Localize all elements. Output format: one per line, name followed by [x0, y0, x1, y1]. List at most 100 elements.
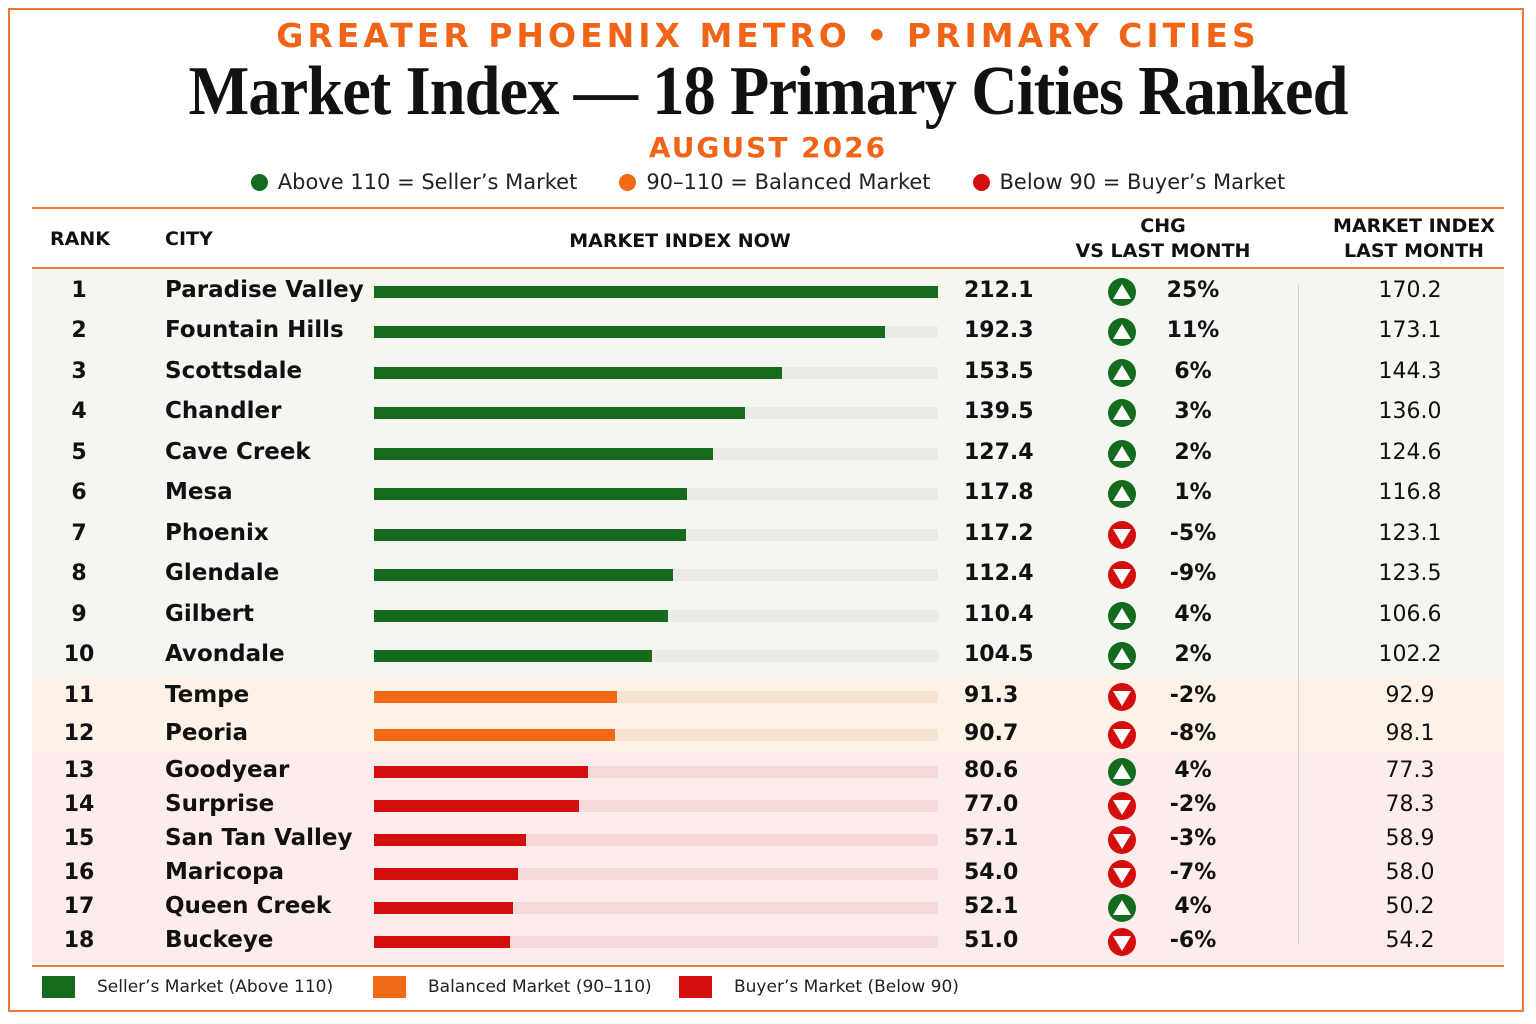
up-arrow-icon: [1107, 398, 1137, 428]
index-value: 192.3: [964, 318, 1034, 343]
legend-item-seller: Seller’s Market (Above 110): [42, 976, 333, 998]
col-header-last-line1: MARKET INDEX: [1333, 215, 1495, 237]
change-pct: 2%: [1174, 440, 1212, 465]
rank-cell: 11: [63, 683, 95, 708]
key-label: Below 90 = Buyer’s Market: [999, 170, 1286, 194]
bar: [374, 286, 938, 298]
change-pct: -8%: [1169, 721, 1217, 746]
index-value: 52.1: [964, 894, 1019, 919]
col-header-last-line2: LAST MONTH: [1344, 240, 1484, 262]
col-header-chg-line2: VS LAST MONTH: [1075, 240, 1251, 262]
index-value: 117.2: [964, 521, 1034, 546]
index-value: 77.0: [964, 792, 1019, 817]
bar-track: [374, 691, 938, 703]
bar-track: [374, 448, 938, 460]
balanced-dot-icon: [619, 173, 637, 191]
bar-track: [374, 766, 938, 778]
up-arrow-icon: [1107, 439, 1137, 469]
rank-cell: 13: [63, 758, 95, 783]
city-cell: Surprise: [165, 791, 275, 817]
key-item-seller: Above 110 = Seller’s Market: [250, 170, 577, 194]
last-month-value: 50.2: [1385, 894, 1435, 919]
city-cell: Maricopa: [165, 859, 285, 885]
legend-label: Balanced Market (90–110): [428, 977, 652, 997]
rank-cell: 7: [71, 521, 87, 546]
balanced-swatch-icon: [373, 976, 406, 998]
chart-subtitle: AUGUST 2026: [648, 131, 888, 164]
down-arrow-icon: [1107, 927, 1137, 957]
up-arrow-icon: [1107, 358, 1137, 388]
bar: [374, 766, 589, 778]
bar: [374, 569, 673, 581]
bar: [374, 834, 526, 846]
index-value: 54.0: [964, 860, 1019, 885]
buyer-dot-icon: [972, 173, 990, 191]
legend: Seller’s Market (Above 110) Balanced Mar…: [0, 976, 1536, 1004]
bar: [374, 691, 617, 703]
bar-track: [374, 286, 938, 298]
key-item-buyer: Below 90 = Buyer’s Market: [972, 170, 1286, 194]
legend-item-buyer: Buyer’s Market (Below 90): [679, 976, 959, 998]
bar-track: [374, 936, 938, 948]
city-cell: Glendale: [165, 560, 280, 586]
city-cell: Goodyear: [165, 757, 290, 783]
last-month-value: 124.6: [1378, 440, 1442, 465]
down-arrow-icon: [1107, 859, 1137, 889]
index-value: 117.8: [964, 480, 1034, 505]
bar: [374, 729, 616, 741]
bar: [374, 902, 513, 914]
last-month-value: 102.2: [1378, 642, 1442, 667]
col-header-city: CITY: [165, 228, 213, 250]
rank-cell: 5: [71, 440, 87, 465]
last-month-value: 54.2: [1385, 928, 1435, 953]
change-pct: 25%: [1166, 278, 1220, 303]
bar: [374, 448, 713, 460]
change-pct: 4%: [1174, 758, 1212, 783]
rank-cell: 15: [63, 826, 95, 851]
rank-cell: 17: [63, 894, 95, 919]
rank-cell: 1: [71, 278, 87, 303]
rank-cell: 8: [71, 561, 87, 586]
last-month-value: 78.3: [1385, 792, 1435, 817]
up-arrow-icon: [1107, 757, 1137, 787]
bar-track: [374, 407, 938, 419]
outer-frame: [8, 8, 1524, 1012]
change-pct: 4%: [1174, 602, 1212, 627]
change-pct: 11%: [1166, 318, 1220, 343]
index-value: 212.1: [964, 278, 1034, 303]
change-pct: -2%: [1169, 792, 1217, 817]
up-arrow-icon: [1107, 601, 1137, 631]
col-header-index-now: MARKET INDEX NOW: [569, 230, 791, 252]
bar-track: [374, 800, 938, 812]
bar-track: [374, 488, 938, 500]
last-month-value: 136.0: [1378, 399, 1442, 424]
change-pct: -2%: [1169, 683, 1217, 708]
rank-cell: 16: [63, 860, 95, 885]
bar-track: [374, 902, 938, 914]
last-month-value: 77.3: [1385, 758, 1435, 783]
last-month-value: 173.1: [1378, 318, 1442, 343]
footer-rule: [32, 965, 1504, 967]
bar: [374, 868, 518, 880]
buyer-swatch-icon: [679, 976, 712, 998]
bar: [374, 367, 783, 379]
index-value: 112.4: [964, 561, 1034, 586]
col-header-chg: CHG VS LAST MONTH: [1070, 214, 1256, 264]
chart-title: Market Index — 18 Primary Cities Ranked: [188, 53, 1349, 130]
last-month-value: 123.1: [1378, 521, 1442, 546]
city-cell: Cave Creek: [165, 439, 311, 465]
index-value: 104.5: [964, 642, 1034, 667]
change-pct: -3%: [1169, 826, 1217, 851]
index-value: 91.3: [964, 683, 1019, 708]
legend-item-balanced: Balanced Market (90–110): [373, 976, 652, 998]
bar-track: [374, 834, 938, 846]
last-month-value: 123.5: [1378, 561, 1442, 586]
index-value: 110.4: [964, 602, 1034, 627]
city-cell: San Tan Valley: [165, 825, 353, 851]
up-arrow-icon: [1107, 641, 1137, 671]
city-cell: Tempe: [165, 682, 250, 708]
index-value: 51.0: [964, 928, 1019, 953]
bar: [374, 326, 886, 338]
bar: [374, 800, 579, 812]
bar: [374, 936, 510, 948]
